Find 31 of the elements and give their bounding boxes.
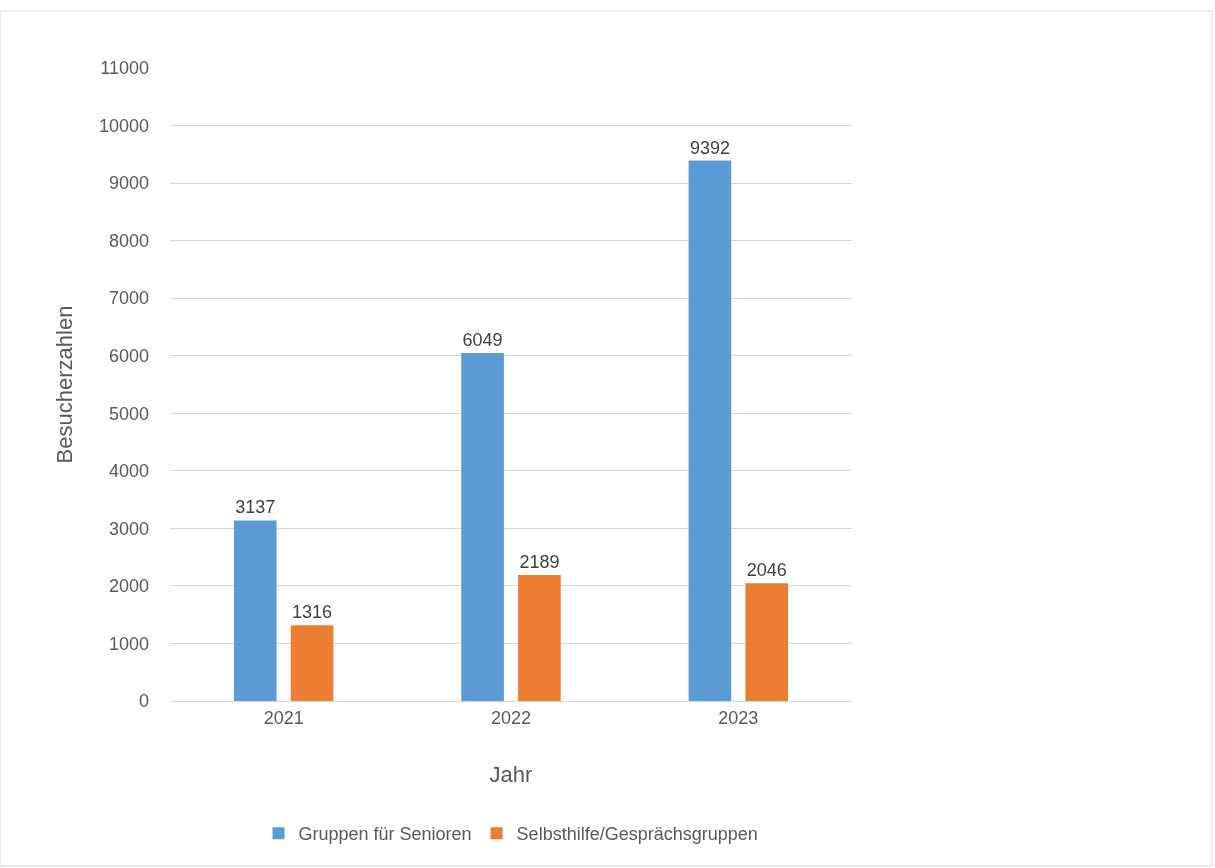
bar [290,625,334,701]
data-label: 2189 [519,552,560,573]
y-tick-label: 11000 [100,58,149,79]
y-tick-label: 3000 [108,518,149,539]
data-label: 1316 [292,602,333,623]
y-tick-label: 7000 [108,288,149,309]
x-axis-title: Jahr [489,762,533,788]
bar [688,160,732,701]
y-tick-label: 8000 [108,230,149,251]
legend-label: Gruppen für Senioren [298,824,472,845]
y-tick-label: 5000 [108,403,149,424]
y-tick-label: 0 [138,691,149,712]
y-tick-label: 10000 [98,115,149,136]
bar [745,583,789,701]
x-tick-label: 2021 [263,707,304,728]
legend-label: Selbsthilfe/Gesprächsgruppen [516,824,758,845]
y-tick-label: 2000 [108,576,149,597]
data-label: 6049 [462,329,503,350]
bar [461,352,504,701]
data-label: 3137 [235,497,276,518]
y-tick-label: 4000 [108,461,149,482]
x-tick-label: 2022 [490,707,532,728]
y-axis-title: Besucherzahlen [51,305,77,464]
bar [233,520,277,701]
x-tick-label: 2023 [718,707,759,728]
data-label: 2046 [746,560,787,581]
y-tick-label: 9000 [108,173,149,194]
bar [518,575,561,701]
y-tick-label: 1000 [108,633,149,654]
data-label: 9392 [689,137,730,158]
y-tick-label: 6000 [108,346,149,367]
